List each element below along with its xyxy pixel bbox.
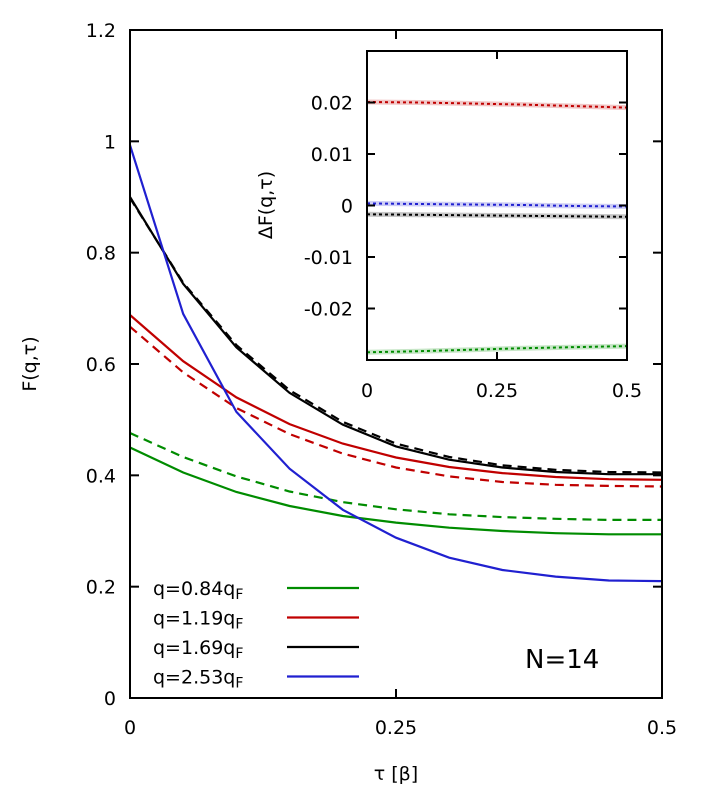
y-tick-label: 0 (104, 688, 116, 710)
legend-label-2: q=1.19qF (153, 608, 243, 633)
inset-series-4 (366, 202, 628, 208)
y-tick-label: 1.2 (86, 20, 116, 42)
y-axis-label: F(q,τ) (19, 336, 41, 391)
inset-x-tick-label: 0.25 (476, 380, 518, 402)
n-label: N=14 (525, 645, 599, 675)
series-line-5 (129, 196, 662, 476)
x-axis-label: τ [β] (374, 763, 418, 785)
y-tick-label: 0.6 (86, 354, 116, 376)
y-tick-label: 0.2 (86, 577, 116, 599)
y-tick-label: 0.8 (86, 243, 116, 265)
inset-series-1 (366, 345, 628, 354)
inset-x-tick-label: 0.5 (612, 380, 642, 402)
inset-y-tick-label: 0.02 (311, 93, 353, 115)
inset-y-axis-label: ΔF(q,τ) (255, 171, 277, 239)
inset-band-4 (366, 200, 628, 209)
inset-series-2 (366, 101, 628, 109)
inset-x-tick-label: 0 (361, 380, 373, 402)
y-tick-label: 1 (104, 131, 116, 153)
inset-y-tick-label: 0.01 (311, 144, 353, 166)
inset-y-tick-label: 0 (341, 196, 353, 218)
series-line-2 (129, 431, 662, 522)
x-tick-label: 0.25 (375, 717, 417, 739)
x-tick-label: 0.5 (647, 717, 677, 739)
x-tick-label: 0 (124, 717, 136, 739)
y-tick-label: 0.4 (86, 465, 116, 487)
series-line-7 (128, 144, 663, 583)
inset-y-tick-label: -0.02 (304, 299, 353, 321)
inset-series-3 (366, 213, 628, 218)
series-line-6 (129, 197, 663, 474)
legend-label-3: q=1.69qF (153, 637, 243, 662)
inset-band-3 (366, 211, 628, 220)
legend-label-1: q=0.84qF (153, 578, 243, 603)
inset-y-tick-label: -0.01 (304, 247, 353, 269)
legend-label-4: q=2.53qF (153, 667, 243, 692)
series-line-1 (129, 446, 662, 536)
series-line-3 (129, 314, 663, 481)
series-line-4 (129, 325, 663, 488)
